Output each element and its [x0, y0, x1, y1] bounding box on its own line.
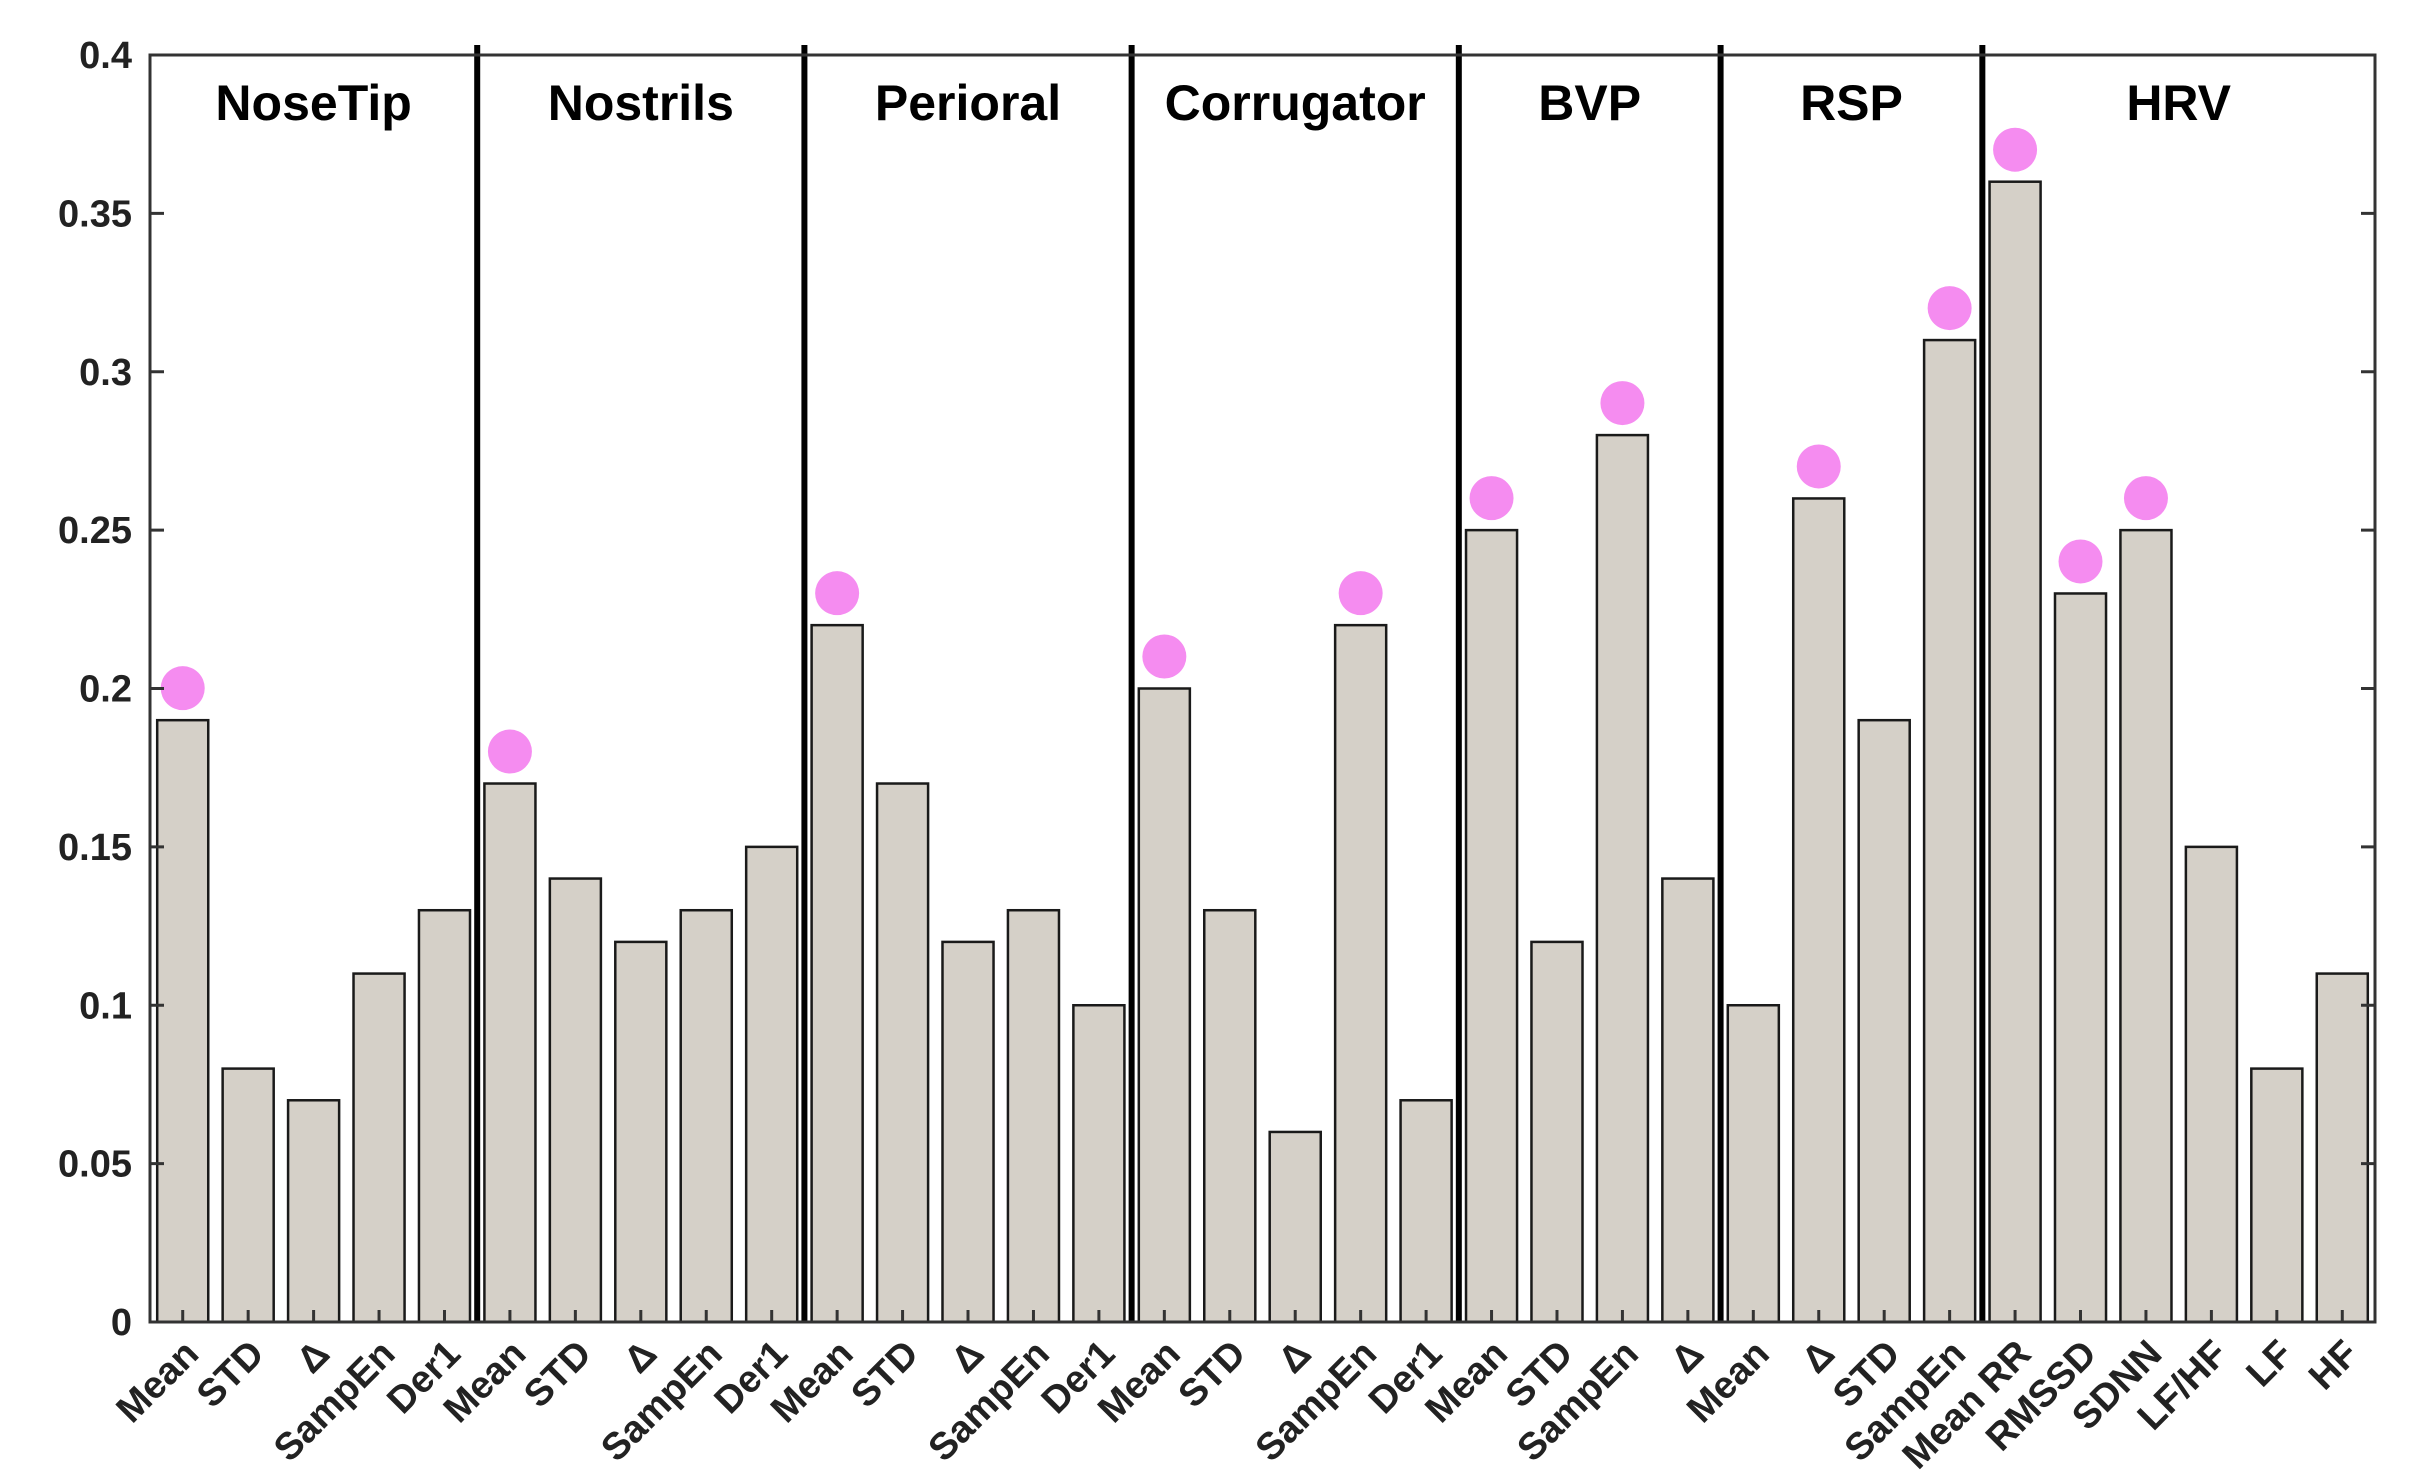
x-tick-label: LF	[2239, 1333, 2302, 1396]
group-label: Nostrils	[548, 75, 734, 131]
bar	[221, 1067, 275, 1324]
x-tick-label: Δ	[616, 1333, 665, 1382]
bar	[614, 940, 668, 1324]
bar	[1661, 877, 1715, 1324]
bar	[1464, 528, 1519, 1324]
significance-marker	[1142, 634, 1187, 679]
bar	[1726, 1004, 1781, 1324]
y-axis: 0 0.05 0.1 0.15 0.2 0.25 0.3 0.35 0.4	[58, 35, 2375, 1344]
significance-marker	[1469, 476, 1514, 521]
x-tick-label: SampEn	[921, 1333, 1058, 1470]
group-label: BVP	[1538, 75, 1641, 131]
x-tick-label: STD	[1171, 1333, 1254, 1416]
x-tick-label: SampEn	[266, 1333, 403, 1470]
significance-marker	[1927, 286, 1972, 331]
x-tick-label: Δ	[289, 1333, 338, 1382]
y-tick-label: 0.15	[58, 827, 132, 869]
bar	[744, 845, 799, 1324]
bar	[1595, 433, 1650, 1324]
bar	[483, 782, 537, 1324]
significance-marker	[1600, 381, 1645, 426]
bar	[1791, 497, 1846, 1324]
bar	[1203, 908, 1257, 1324]
bar	[2315, 972, 2370, 1324]
bar	[417, 908, 472, 1324]
bar	[941, 940, 995, 1324]
x-tick-label: SampEn	[593, 1333, 730, 1470]
bar	[875, 782, 930, 1324]
bar	[155, 718, 210, 1324]
bar	[548, 877, 603, 1324]
group-separators	[474, 45, 1986, 1322]
significance-marker	[1338, 571, 1383, 616]
bar	[2250, 1067, 2304, 1324]
y-tick-label: 0.3	[79, 352, 132, 394]
bar	[286, 1099, 341, 1324]
bar	[1399, 1099, 1453, 1324]
y-tick-label: 0.1	[79, 985, 132, 1027]
y-tick-label: 0.25	[58, 510, 132, 552]
bar	[1268, 1130, 1322, 1324]
bar	[1857, 718, 1911, 1324]
markers-layer	[160, 127, 2168, 774]
x-tick-label: Δ	[943, 1333, 992, 1382]
y-tick-label: 0.2	[79, 669, 132, 711]
group-label: Perioral	[875, 75, 1061, 131]
significance-marker	[487, 729, 532, 774]
group-label: HRV	[2126, 75, 2231, 131]
y-tick-label: 0.35	[58, 193, 132, 235]
bar	[810, 623, 864, 1324]
x-tick-label: STD	[516, 1333, 599, 1416]
bar	[1333, 623, 1388, 1324]
y-tick-label: 0.4	[79, 35, 132, 77]
bar	[2053, 592, 2108, 1324]
significance-marker	[2123, 476, 2168, 521]
bar	[352, 972, 406, 1324]
bar	[1988, 180, 2042, 1324]
group-label: Corrugator	[1165, 75, 1426, 131]
bar	[1072, 1004, 1126, 1324]
bar	[1922, 338, 1977, 1324]
x-tick-label: Δ	[1271, 1333, 1320, 1382]
significance-marker	[1796, 444, 1841, 489]
y-tick-label: 0	[111, 1302, 132, 1344]
group-labels: NoseTip Nostrils Perioral Corrugator BVP RSP H…	[215, 75, 2231, 131]
x-tick-label: STD	[843, 1333, 926, 1416]
group-label: NoseTip	[215, 75, 411, 131]
bars-layer	[155, 180, 2370, 1324]
bar	[1006, 908, 1061, 1324]
x-tick-label: STD	[189, 1333, 272, 1416]
group-label: RSP	[1800, 75, 1903, 131]
significance-marker	[2058, 539, 2103, 584]
y-tick-label: 0.05	[58, 1144, 132, 1186]
x-tick-label: Δ	[1794, 1333, 1843, 1382]
x-tick-label: HF	[2301, 1333, 2367, 1399]
significance-marker	[160, 666, 205, 711]
bar	[1530, 940, 1584, 1324]
bar	[2184, 845, 2239, 1324]
x-tick-label: SampEn	[1248, 1333, 1385, 1470]
bar	[679, 908, 734, 1324]
significance-marker	[815, 571, 860, 616]
bar	[1137, 687, 1192, 1324]
x-tick-label: Δ	[1663, 1333, 1712, 1382]
significance-marker	[1993, 127, 2038, 172]
bar	[2119, 528, 2173, 1324]
